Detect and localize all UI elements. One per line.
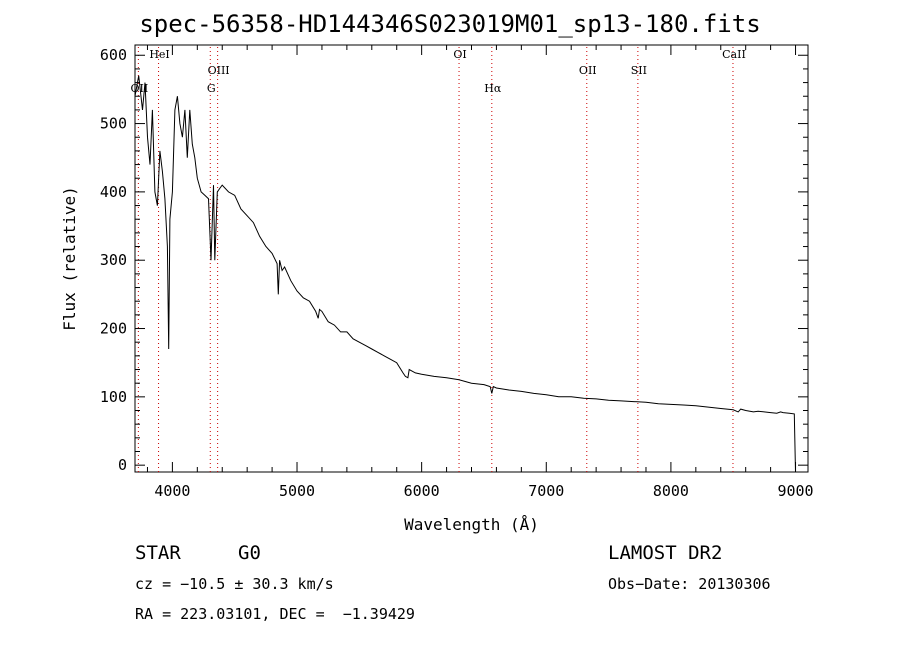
line-label-1: HeI: [149, 48, 169, 61]
ytick-label-4: 400: [100, 183, 127, 201]
xtick-label-3: 7000: [528, 482, 564, 500]
survey-name: LAMOST DR2: [608, 542, 723, 564]
line-label-8: CaII: [722, 48, 746, 61]
line-label-3: G: [207, 82, 216, 95]
ytick-label-5: 500: [100, 115, 127, 133]
line-label-4: OI: [453, 48, 466, 61]
xtick-label-4: 8000: [653, 482, 689, 500]
xtick-label-2: 6000: [404, 482, 440, 500]
redshift-cz: cz = −10.5 ± 30.3 km/s: [135, 575, 334, 593]
line-label-2: OIII: [208, 64, 230, 77]
xtick-label-1: 5000: [279, 482, 315, 500]
plot-frame: [134, 44, 809, 473]
ytick-label-2: 200: [100, 320, 127, 338]
xtick-label-0: 4000: [154, 482, 190, 500]
ytick-label-0: 0: [118, 456, 127, 474]
chart-title: spec-56358-HD144346S023019M01_sp13-180.f…: [139, 10, 761, 38]
line-label-5: Hα: [484, 82, 502, 95]
xtick-label-5: 9000: [777, 482, 813, 500]
ra-dec: RA = 223.03101, DEC = −1.39429: [135, 605, 415, 623]
obs-date: Obs−Date: 20130306: [608, 575, 771, 593]
line-label-7: SII: [631, 64, 647, 77]
y-axis-label: Flux (relative): [60, 186, 79, 331]
spectrum-line-0: [134, 75, 796, 473]
object-class: STAR: [135, 542, 181, 564]
spectral-subclass: G0: [238, 542, 261, 564]
ytick-label-1: 100: [100, 388, 127, 406]
ytick-label-3: 300: [100, 251, 127, 269]
x-axis-label: Wavelength (Å): [404, 515, 539, 534]
line-label-6: OII: [579, 64, 597, 77]
ytick-label-6: 600: [100, 46, 127, 64]
